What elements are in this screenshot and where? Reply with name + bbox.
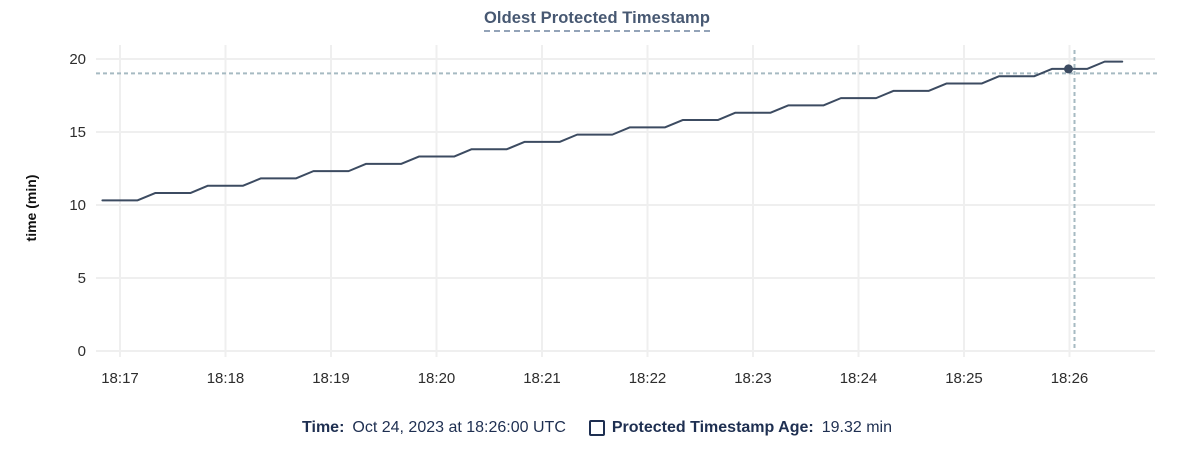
- x-tick-labels: 18:17 18:18 18:19 18:20 18:21 18:22 18:23 18:24…: [101, 370, 1088, 387]
- series-label: Protected Timestamp Age:: [611, 419, 814, 436]
- x-tick-label: 18:24: [840, 370, 878, 387]
- legend-time-item: Time: Oct 24, 2023 at 18:26:00 UTC: [302, 419, 566, 437]
- x-tick-label: 18:21: [523, 370, 561, 387]
- plot-area[interactable]: [96, 45, 1155, 357]
- chart-header: Oldest Protected Timestamp: [0, 9, 1194, 32]
- x-gridlines: [119, 45, 1071, 357]
- y-axis-title: time (min): [23, 175, 39, 242]
- time-label: Time:: [302, 419, 345, 436]
- x-tick-label: 18:23: [734, 370, 772, 387]
- hover-marker-dot: [1064, 64, 1073, 74]
- hover-marker-group: [1064, 64, 1073, 74]
- y-tick-label: 10: [69, 197, 86, 214]
- x-tick-label: 18:26: [1051, 370, 1089, 387]
- y-tick-label: 20: [69, 51, 86, 68]
- hover-crosshair: [96, 50, 1160, 351]
- x-tick-label: 18:22: [629, 370, 667, 387]
- x-tick-label: 18:17: [101, 370, 139, 387]
- y-gridlines: [96, 58, 1155, 352]
- y-tick-label: 5: [78, 270, 86, 287]
- series-checkbox-icon[interactable]: [588, 420, 605, 436]
- series-value: 19.32 min: [821, 419, 892, 436]
- x-tick-label: 18:25: [945, 370, 983, 387]
- x-tick-label: 18:19: [312, 370, 350, 387]
- time-value: Oct 24, 2023 at 18:26:00 UTC: [352, 419, 566, 436]
- x-tick-label: 18:20: [418, 370, 456, 387]
- y-tick-label: 15: [69, 124, 86, 141]
- y-tick-label: 0: [78, 343, 86, 360]
- hover-legend: Time: Oct 24, 2023 at 18:26:00 UTC Prote…: [0, 419, 1194, 437]
- series-line-group: [101, 60, 1124, 202]
- legend-series-item[interactable]: Protected Timestamp Age: 19.32 min: [588, 419, 892, 437]
- y-tick-labels: 0 5 10 15 20: [69, 51, 86, 360]
- x-tick-label: 18:18: [207, 370, 245, 387]
- chart-title[interactable]: Oldest Protected Timestamp: [483, 9, 711, 32]
- series-line: [101, 60, 1124, 202]
